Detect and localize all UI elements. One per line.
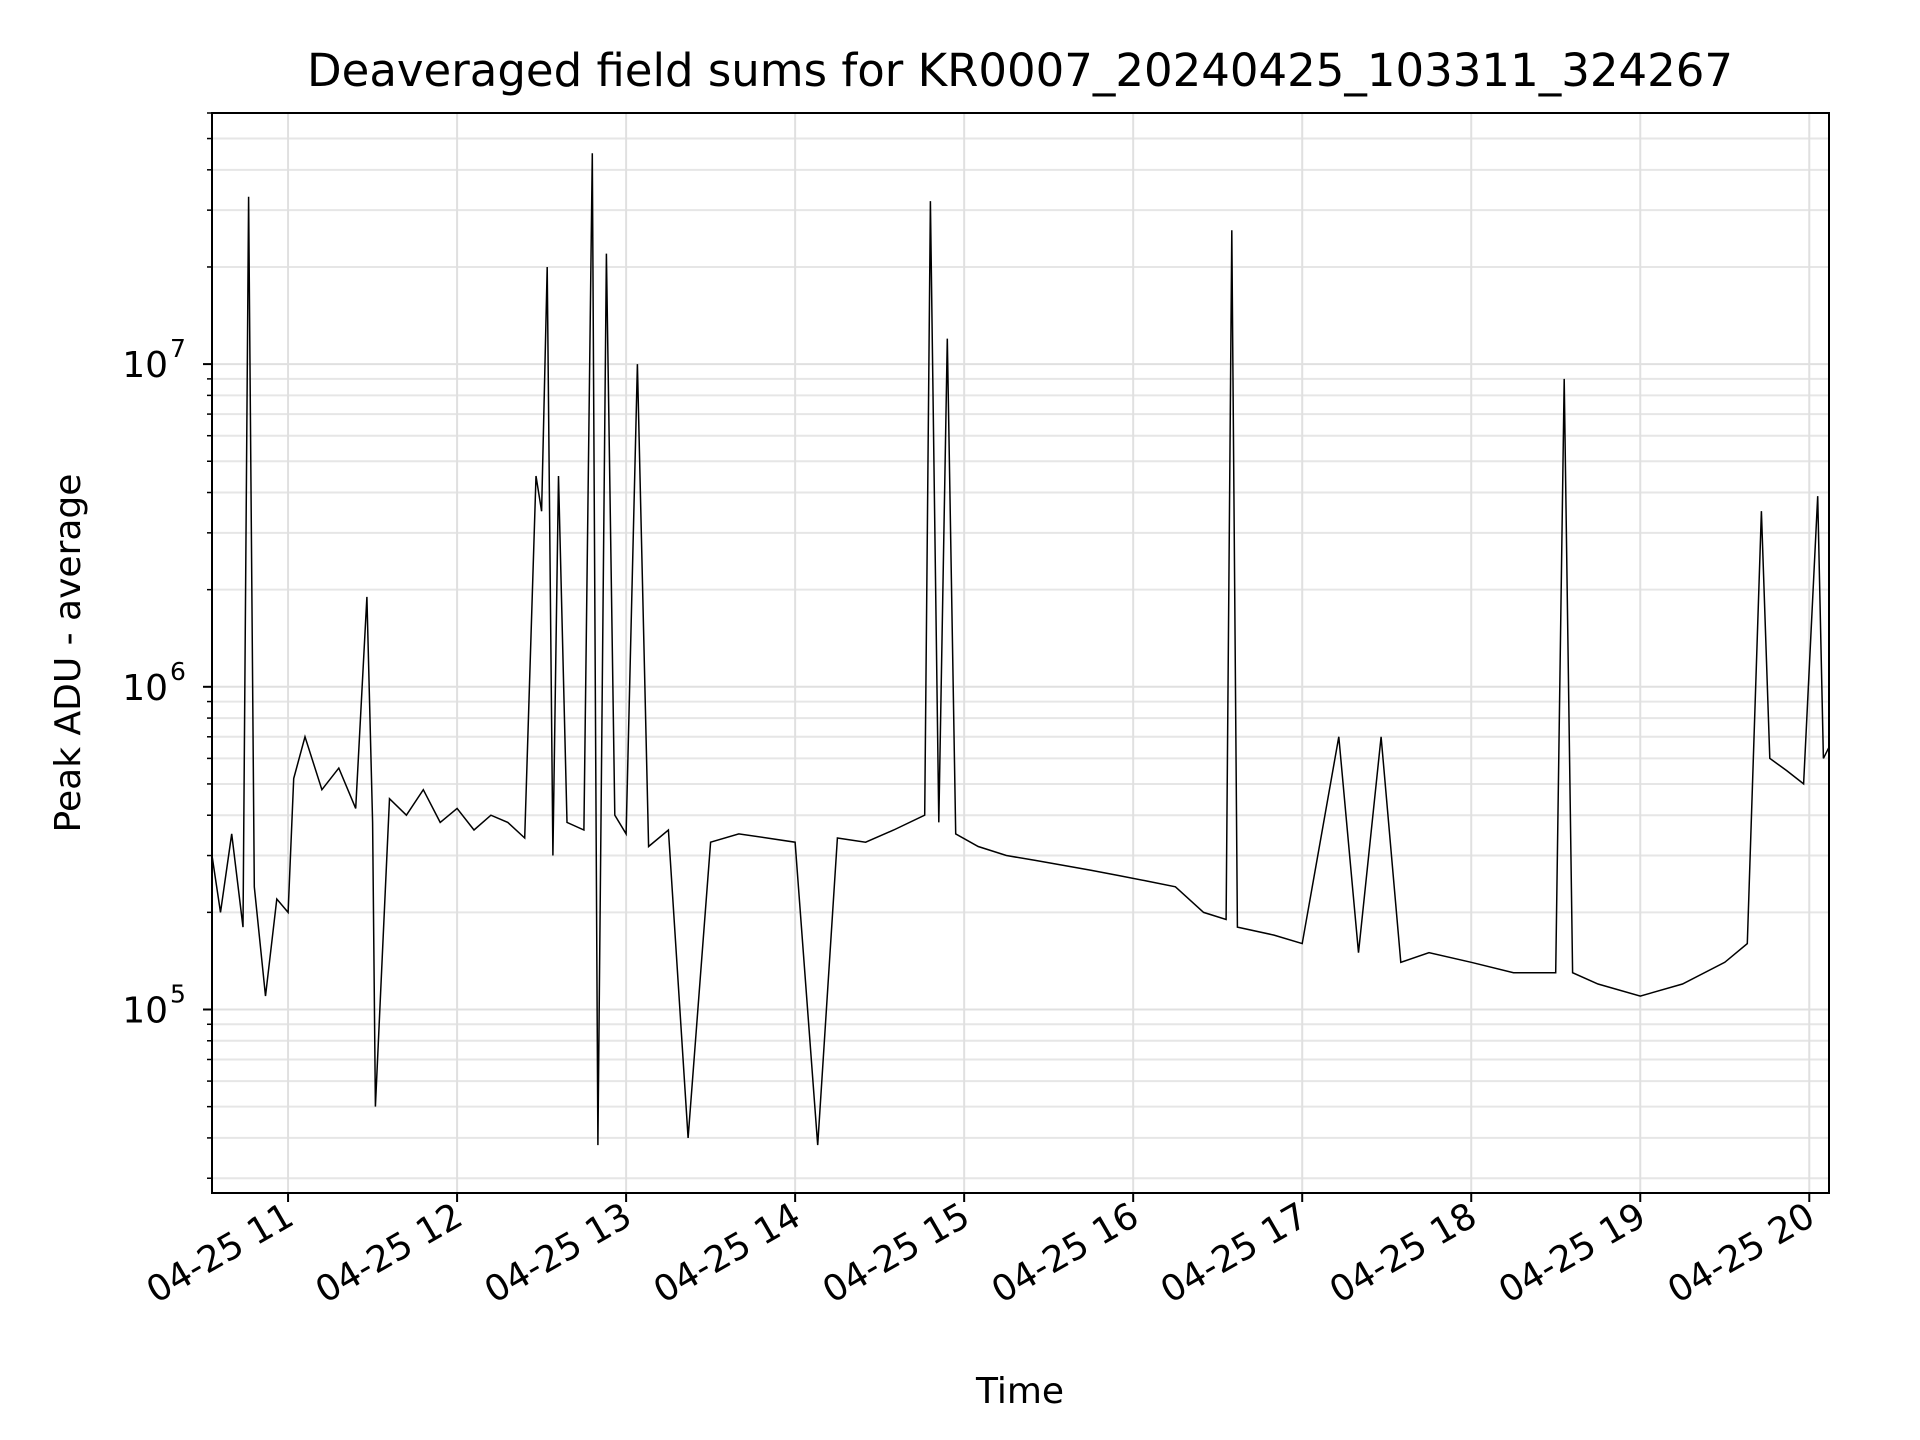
x-tick-label: 04-25 11 — [140, 1195, 301, 1311]
x-axis: 04-25 11 04-25 12 04-25 13 04-25 14 04-25 15… — [140, 1193, 1822, 1312]
x-tick-label: 04-25 19 — [1492, 1195, 1653, 1311]
x-tick-label: 04-25 15 — [816, 1195, 977, 1311]
plot-background — [212, 113, 1829, 1193]
x-tick-label: 04-25 16 — [985, 1195, 1146, 1311]
y-tick-exponent: 7 — [170, 334, 186, 363]
x-axis-label: Time — [975, 1371, 1064, 1412]
y-axis-label: Peak ADU - average — [48, 474, 89, 833]
y-tick-exponent: 6 — [170, 657, 186, 686]
series-layer — [211, 153, 1830, 1146]
series-line — [211, 153, 1830, 1146]
chart-title: Deaveraged field sums for KR0007_2024042… — [307, 44, 1733, 97]
y-tick-label: 10 — [122, 345, 168, 386]
x-tick-label: 04-25 18 — [1323, 1195, 1484, 1311]
x-tick-label: 04-25 17 — [1154, 1195, 1315, 1311]
y-tick-label: 10 — [122, 991, 168, 1032]
x-tick-label: 04-25 14 — [647, 1195, 808, 1311]
x-tick-label: 04-25 13 — [478, 1195, 639, 1311]
x-tick-label: 04-25 20 — [1661, 1195, 1822, 1311]
x-tick-label: 04-25 12 — [309, 1195, 470, 1311]
plot-frame — [211, 112, 1830, 1194]
y-tick-label: 10 — [122, 668, 168, 709]
y-tick-exponent: 5 — [170, 980, 186, 1009]
